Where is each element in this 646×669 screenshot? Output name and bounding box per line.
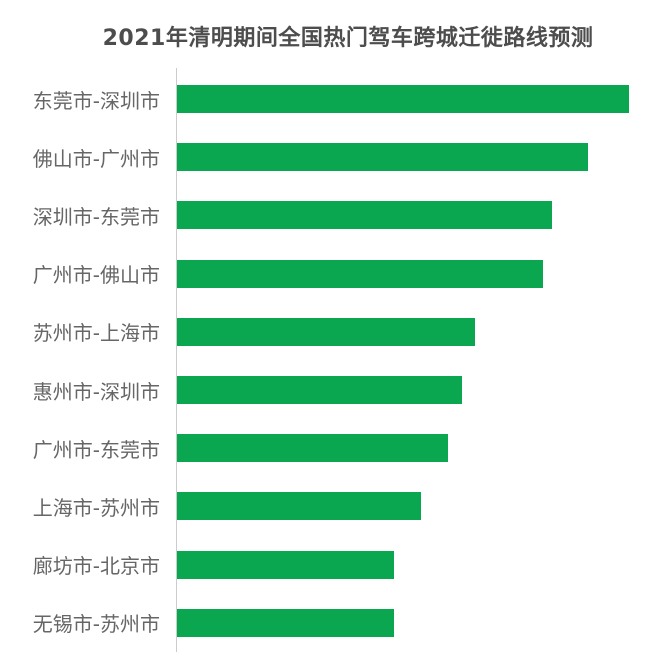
bar [177,492,421,521]
chart-row: 苏州市-上海市 [0,303,646,361]
chart-row: 广州市-东莞市 [0,419,646,477]
bar [177,376,462,405]
bar [177,608,394,637]
bar [177,259,543,288]
bar [177,317,475,346]
chart-row: 廊坊市-北京市 [0,536,646,594]
bar [177,143,588,172]
chart-row: 佛山市-广州市 [0,128,646,186]
chart-row: 惠州市-深圳市 [0,361,646,419]
plot-area: 东莞市-深圳市 佛山市-广州市 深圳市-东莞市 广州市-佛山市 苏州市-上海市 … [0,70,646,652]
y-axis-line [176,68,177,652]
category-label: 无锡市-苏州市 [32,612,160,637]
chart-row: 深圳市-东莞市 [0,186,646,244]
category-label: 上海市-苏州市 [32,495,160,520]
chart-row: 东莞市-深圳市 [0,70,646,128]
chart-row: 广州市-佛山市 [0,245,646,303]
category-label: 深圳市-东莞市 [32,204,160,229]
bar [177,550,394,579]
category-label: 东莞市-深圳市 [32,88,160,113]
chart-title: 2021年清明期间全国热门驾车跨城迁徙路线预测 [102,26,594,51]
category-label: 苏州市-上海市 [32,321,160,346]
bar [177,434,448,463]
chart-row: 无锡市-苏州市 [0,594,646,652]
category-label: 广州市-东莞市 [32,437,160,462]
category-label: 佛山市-广州市 [32,146,160,171]
category-label: 广州市-佛山市 [32,263,160,288]
category-label: 惠州市-深圳市 [32,379,160,404]
chart-row: 上海市-苏州市 [0,477,646,535]
category-label: 廊坊市-北京市 [32,554,160,579]
bar [177,201,552,230]
bar [177,85,629,114]
